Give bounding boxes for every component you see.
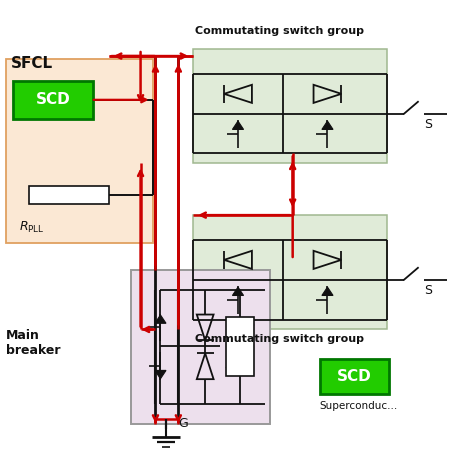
Bar xyxy=(29,186,109,204)
Text: $R_\mathrm{PLL}$: $R_\mathrm{PLL}$ xyxy=(19,220,45,235)
Polygon shape xyxy=(322,121,333,129)
Bar xyxy=(226,317,254,376)
Bar xyxy=(193,49,387,164)
Polygon shape xyxy=(155,370,166,379)
Text: Superconduc...: Superconduc... xyxy=(319,401,398,411)
Text: Commutating switch group: Commutating switch group xyxy=(195,335,364,345)
Text: Main
breaker: Main breaker xyxy=(6,329,61,357)
Bar xyxy=(193,215,387,329)
Polygon shape xyxy=(232,121,244,129)
Text: S: S xyxy=(424,118,432,131)
Bar xyxy=(6,59,154,243)
Bar xyxy=(319,359,389,394)
Text: SCD: SCD xyxy=(36,92,71,107)
Bar xyxy=(13,81,93,118)
Polygon shape xyxy=(155,315,166,323)
Text: Commutating switch group: Commutating switch group xyxy=(195,26,364,36)
Text: SCD: SCD xyxy=(337,369,372,383)
Text: S: S xyxy=(424,283,432,297)
Text: G: G xyxy=(178,417,188,430)
Text: SFCL: SFCL xyxy=(11,56,54,71)
Polygon shape xyxy=(322,287,333,295)
Polygon shape xyxy=(232,287,244,295)
Bar xyxy=(131,270,270,424)
